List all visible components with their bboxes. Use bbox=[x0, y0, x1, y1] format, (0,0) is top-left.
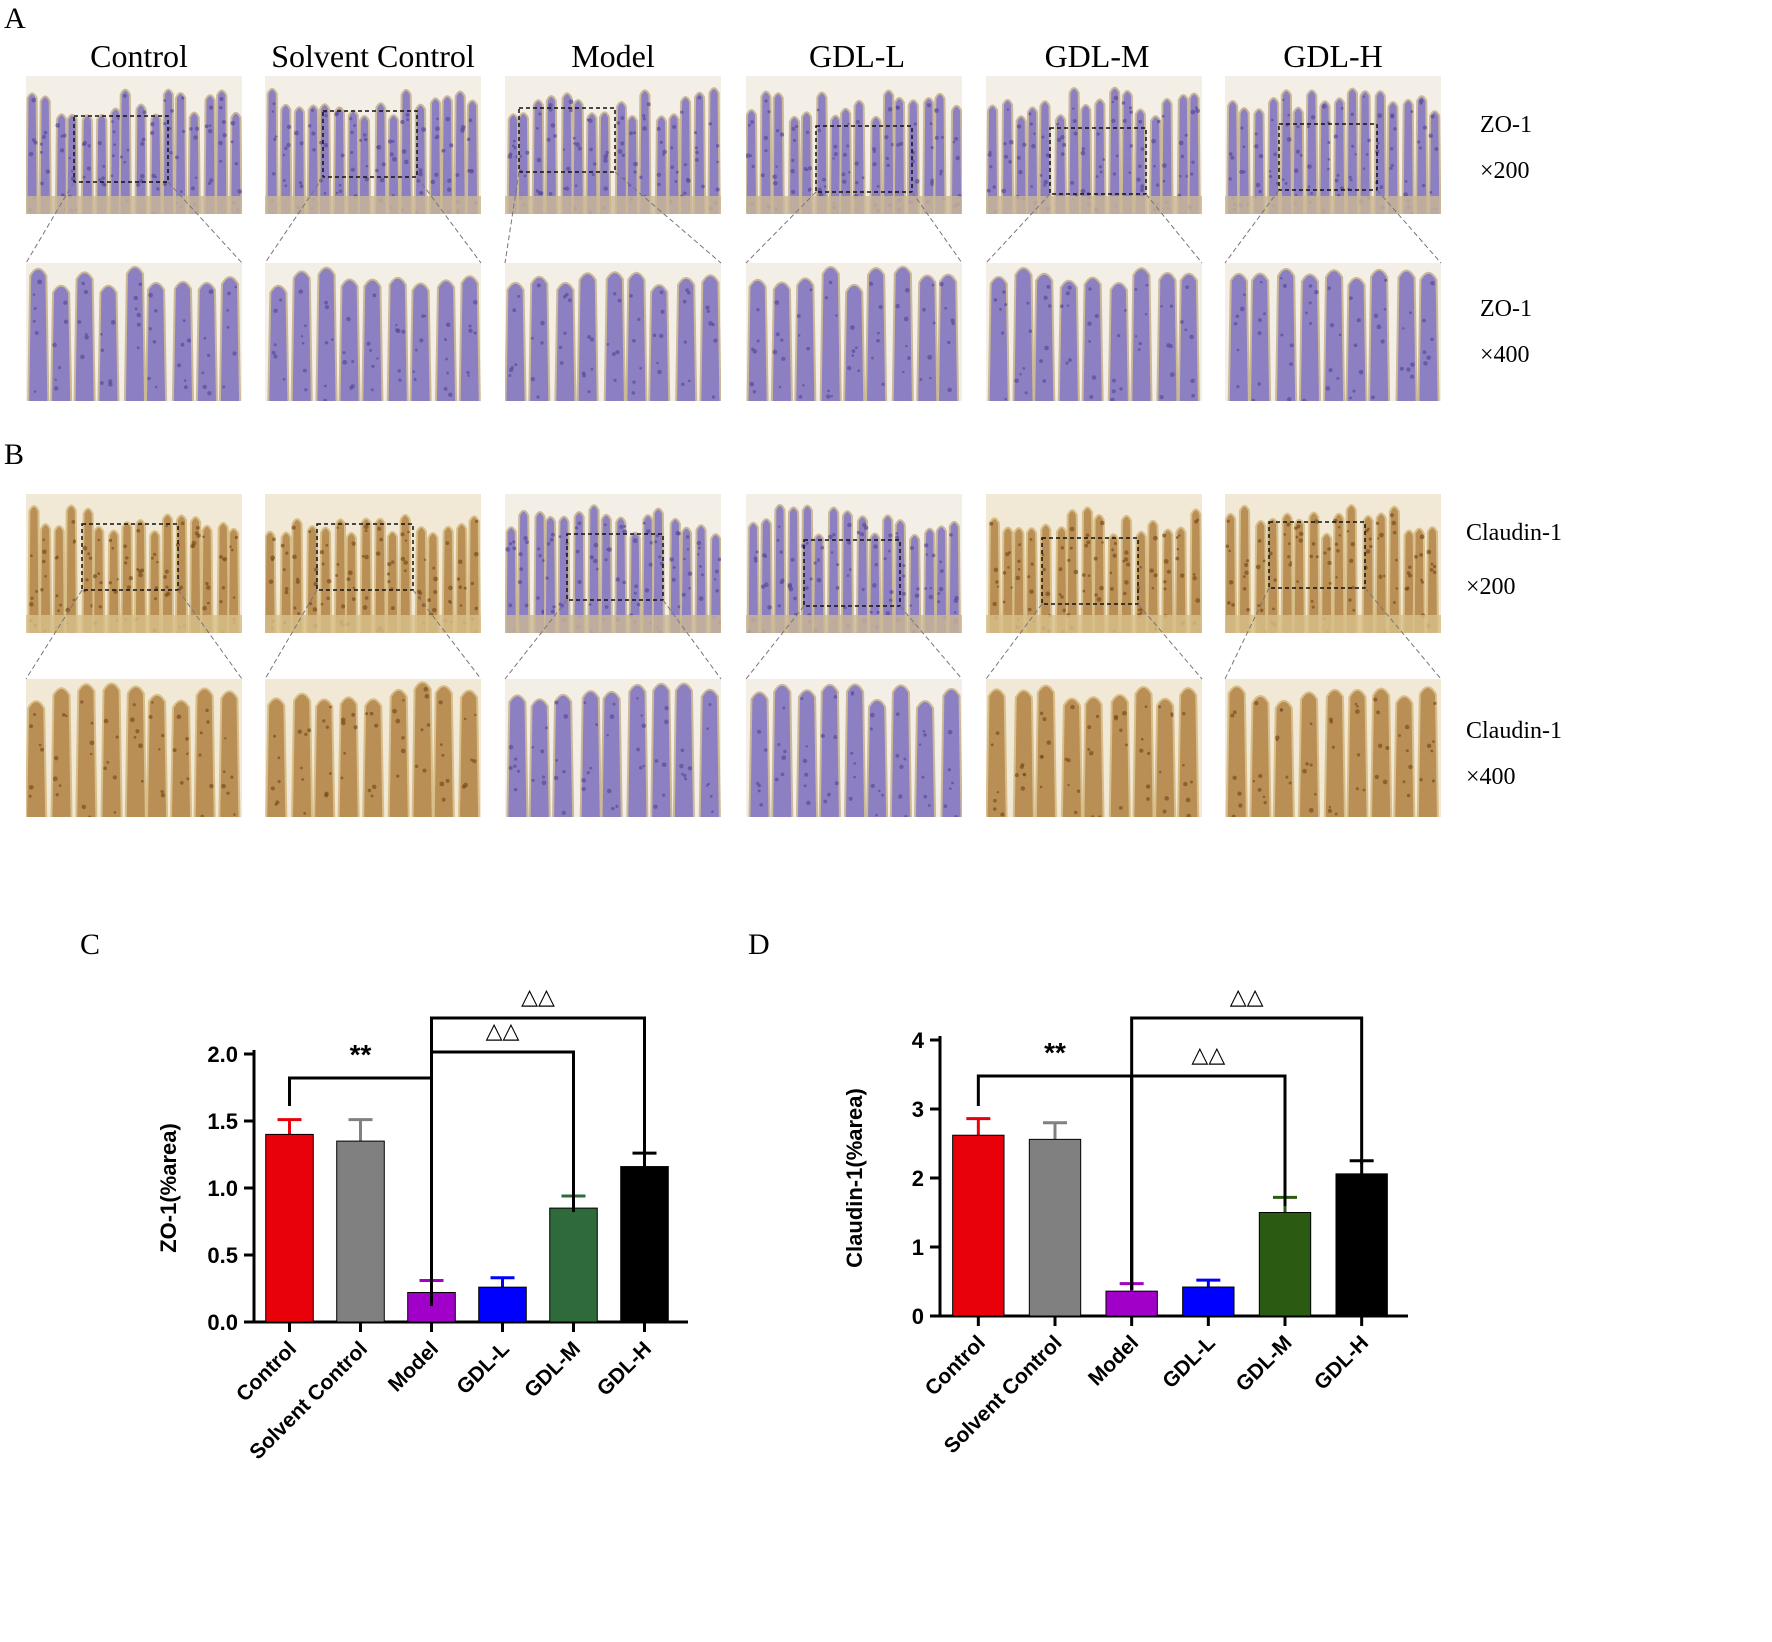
micrograph-claudin1-low-solvent-control bbox=[265, 494, 481, 633]
micrograph-claudin1-low-gdl-m bbox=[986, 494, 1202, 633]
y-tick-label: 1 bbox=[912, 1235, 924, 1260]
x-tick-label: Model bbox=[384, 1337, 443, 1396]
micrograph-zo1-low-model bbox=[505, 76, 721, 214]
bar-control bbox=[952, 1134, 1005, 1317]
panel-letter-c: C bbox=[80, 928, 101, 961]
y-tick-label: 1.0 bbox=[207, 1176, 238, 1201]
panel-letter-d: D bbox=[748, 928, 770, 961]
row-label-claudin1-400-mag: ×400 bbox=[1466, 764, 1516, 790]
row-label-zo1-200-name: ZO-1 bbox=[1480, 112, 1532, 138]
significance-marker: △△ bbox=[1230, 984, 1264, 1009]
bar-gdl-l bbox=[478, 1286, 527, 1323]
column-header-gdl-h: GDL-H bbox=[1283, 38, 1383, 74]
micrograph-zo1-low-solvent-control bbox=[265, 76, 481, 214]
x-tick-label: Model bbox=[1084, 1331, 1143, 1390]
significance-bracket bbox=[1130, 1016, 1364, 1290]
micrograph-zo1-high-gdl-m bbox=[986, 263, 1202, 401]
column-header-gdl-l: GDL-L bbox=[809, 38, 905, 74]
micrograph-claudin1-low-control bbox=[26, 494, 242, 633]
row-label-claudin1-400-name: Claudin-1 bbox=[1466, 718, 1562, 744]
significance-marker: ** bbox=[1044, 1037, 1066, 1068]
x-tick-label: GDL-M bbox=[520, 1337, 585, 1402]
panel-letter-a: A bbox=[4, 2, 26, 35]
x-tick-label: Control bbox=[232, 1337, 301, 1406]
micrograph-claudin1-low-gdl-l bbox=[746, 494, 962, 633]
micrograph-claudin1-high-gdl-l bbox=[746, 679, 962, 817]
x-tick-label: GDL-H bbox=[593, 1337, 656, 1400]
row-label-zo1-400-name: ZO-1 bbox=[1480, 296, 1532, 322]
micrograph-claudin1-low-gdl-h bbox=[1225, 494, 1441, 633]
micrograph-zo1-low-gdl-h bbox=[1225, 76, 1441, 214]
row-label-zo1-200-mag: ×200 bbox=[1480, 158, 1530, 184]
y-tick-label: 2.0 bbox=[207, 1042, 238, 1067]
micrograph-zo1-low-gdl-l bbox=[746, 76, 962, 214]
micrograph-claudin1-high-model bbox=[505, 679, 721, 817]
micrograph-zo1-high-gdl-l bbox=[746, 263, 962, 401]
bar-solvent-control bbox=[336, 1140, 385, 1323]
y-tick-label: 1.5 bbox=[207, 1109, 238, 1134]
y-tick-label: 3 bbox=[912, 1097, 924, 1122]
column-header-control: Control bbox=[90, 38, 188, 74]
micrograph-zo1-high-gdl-h bbox=[1225, 263, 1441, 401]
x-tick-label: GDL-H bbox=[1310, 1331, 1373, 1394]
y-axis-label: ZO-1(%area) bbox=[156, 1123, 181, 1253]
significance-marker: ** bbox=[350, 1039, 372, 1070]
chart-zo1: 0.0 0.5 1.0 1.5 2.0 ZO-1(%area) ControlSolvent… bbox=[156, 984, 688, 1464]
y-tick-label: 4 bbox=[912, 1028, 925, 1053]
bar-gdl-h bbox=[620, 1166, 669, 1323]
y-tick-label: 0.0 bbox=[207, 1310, 238, 1335]
x-tick-label: GDL-L bbox=[452, 1337, 514, 1399]
bar-gdl-m bbox=[1258, 1212, 1312, 1317]
y-tick-label: 0 bbox=[912, 1304, 924, 1329]
x-tick-label: GDL-M bbox=[1232, 1331, 1297, 1396]
micrograph-zo1-high-control bbox=[26, 263, 242, 401]
row-label-claudin1-200-mag: ×200 bbox=[1466, 574, 1516, 600]
y-tick-label: 0.5 bbox=[207, 1243, 238, 1268]
micrograph-zo1-high-model bbox=[505, 263, 721, 401]
micrograph-claudin1-low-model bbox=[505, 494, 721, 633]
bar-solvent-control bbox=[1028, 1138, 1082, 1317]
row-label-zo1-400-mag: ×400 bbox=[1480, 342, 1530, 368]
column-header-gdl-m: GDL-M bbox=[1044, 38, 1150, 74]
row-label-claudin1-200-name: Claudin-1 bbox=[1466, 520, 1562, 546]
significance-bracket bbox=[430, 1016, 646, 1295]
x-tick-label: Control bbox=[921, 1331, 990, 1400]
bar-gdl-l bbox=[1182, 1286, 1235, 1317]
significance-marker: △△ bbox=[1191, 1042, 1225, 1067]
significance-marker: △△ bbox=[521, 984, 555, 1009]
x-tick-label: Solvent Control bbox=[245, 1337, 372, 1464]
significance-marker: △△ bbox=[486, 1018, 520, 1043]
micrograph-zo1-low-control bbox=[26, 76, 242, 214]
bar-gdl-m bbox=[549, 1207, 598, 1323]
x-tick-label: GDL-L bbox=[1158, 1331, 1220, 1393]
micrograph-zo1-high-solvent-control bbox=[265, 263, 481, 401]
bar-gdl-h bbox=[1335, 1173, 1388, 1317]
panel-letter-b: B bbox=[4, 438, 25, 471]
micrograph-claudin1-high-gdl-h bbox=[1225, 679, 1441, 817]
column-header-solvent-control: Solvent Control bbox=[271, 38, 475, 74]
micrograph-zo1-low-gdl-m bbox=[986, 76, 1202, 214]
micrograph-claudin1-high-solvent-control bbox=[265, 679, 481, 817]
y-tick-label: 2 bbox=[912, 1166, 924, 1191]
bar-control bbox=[265, 1133, 314, 1323]
bar-model bbox=[1105, 1290, 1158, 1317]
column-header-model: Model bbox=[571, 38, 655, 74]
micrograph-claudin1-high-gdl-m bbox=[986, 679, 1202, 817]
y-axis-label: Claudin-1(%area) bbox=[842, 1088, 867, 1268]
micrograph-claudin1-high-control bbox=[26, 679, 242, 817]
